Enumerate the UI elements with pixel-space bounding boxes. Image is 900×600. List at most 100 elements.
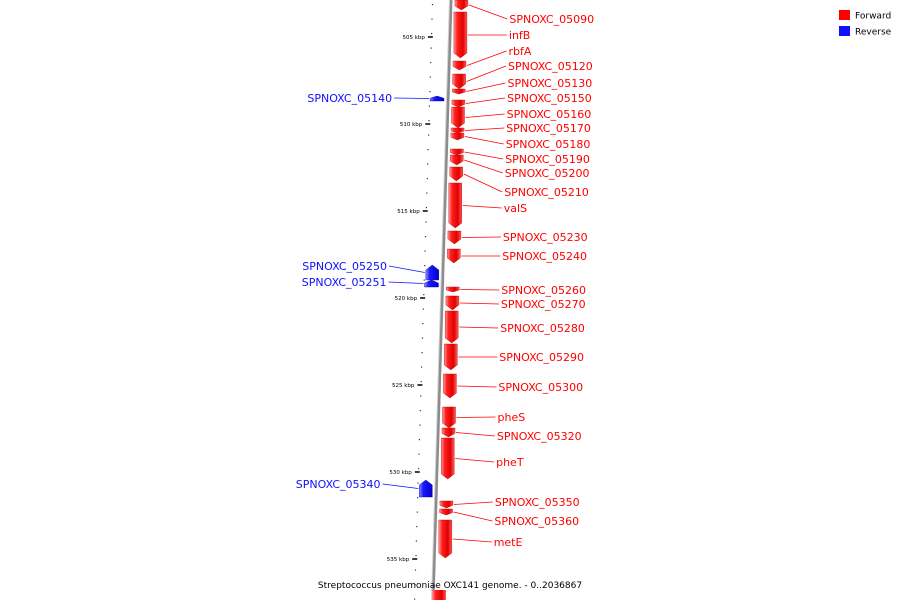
gene-phes-feature[interactable] [442, 406, 456, 429]
minor-tick [423, 294, 425, 296]
minor-tick [415, 555, 417, 557]
minor-tick [429, 91, 431, 93]
minor-tick [426, 178, 428, 180]
gene-infb-feature[interactable] [453, 11, 468, 59]
gene-spnoxc-05340-leader [382, 483, 419, 489]
gene-spnoxc-05300-feature[interactable] [443, 373, 457, 399]
minor-tick [421, 337, 424, 339]
gene-spnoxc-05090-label[interactable]: SPNOXC_05090 [509, 13, 594, 26]
minor-tick [421, 352, 423, 354]
gene-spnoxc-05120-leader [466, 65, 507, 82]
genome-backbone-highlight [431, 0, 450, 600]
tick-label: 525 kbp [392, 383, 415, 389]
gene-spnoxc-05260-leader [460, 289, 500, 291]
gene-spnoxc-05190-feature[interactable] [450, 148, 464, 156]
gene-spnoxc-05230-feature[interactable] [447, 230, 462, 245]
gene-phes-label[interactable]: pheS [498, 411, 526, 424]
gene-spnoxc-05160-feature[interactable] [451, 106, 465, 129]
gene-spnoxc-05200-feature[interactable] [450, 154, 464, 166]
gene-spnoxc-05280-feature[interactable] [445, 310, 459, 344]
gene-spnoxc-05270-label[interactable]: SPNOXC_05270 [501, 298, 586, 311]
gene-spnoxc-05140-feature[interactable] [429, 95, 445, 102]
gene-spnoxc-05230-leader [461, 236, 501, 238]
minor-tick [414, 569, 417, 571]
gene-infb-label[interactable]: infB [509, 29, 530, 42]
gene-spnoxc-05350-feature[interactable] [439, 500, 454, 509]
gene-rbfa-feature[interactable] [452, 60, 467, 71]
gene-spnoxc-05210-feature[interactable] [449, 166, 463, 182]
gene-spnoxc-05180-label[interactable]: SPNOXC_05180 [506, 138, 591, 151]
gene-spnoxc-05290-feature[interactable] [444, 343, 458, 371]
legend-reverse-label: Reverse [855, 28, 892, 38]
minor-tick [418, 439, 420, 441]
gene-spnoxc-05280-leader [459, 326, 499, 329]
gene-spnoxc-05300-label[interactable]: SPNOXC_05300 [498, 381, 583, 394]
gene-spnoxc-05170-label[interactable]: SPNOXC_05170 [506, 122, 591, 135]
gene-spnoxc-05130-feature[interactable] [452, 88, 466, 95]
gene-spnoxc-05251-feature[interactable] [424, 279, 439, 288]
label-leader-lines [382, 4, 508, 543]
gene-vals-label[interactable]: valS [504, 202, 527, 215]
gene-spnoxc-05270-feature[interactable] [445, 295, 460, 311]
gene-spnoxc-05240-label[interactable]: SPNOXC_05240 [502, 250, 587, 263]
gene-features [419, 0, 469, 600]
gene-spnoxc-05180-leader [464, 136, 504, 145]
gene-phet-feature[interactable] [441, 437, 455, 480]
gene-spnoxc-05250-label[interactable]: SPNOXC_05250 [302, 260, 387, 273]
gene-spnoxc-05120-feature[interactable] [452, 73, 466, 90]
gene-spnoxc-05340-label[interactable]: SPNOXC_05340 [296, 478, 381, 491]
gene-labels: SPNOXC_05090 infB rbfA SPNOXC_05120 SPNOXC_0… [296, 13, 594, 549]
gene-spnoxc-05350-label[interactable]: SPNOXC_05350 [495, 496, 580, 509]
gene-spnoxc-05230-label[interactable]: SPNOXC_05230 [503, 231, 588, 244]
gene-spnoxc-05280-label[interactable]: SPNOXC_05280 [500, 322, 585, 335]
gene-spnoxc-05290-label[interactable]: SPNOXC_05290 [499, 351, 584, 364]
gene-mete-feature[interactable] [438, 519, 452, 559]
gene-spnoxc-05210-label[interactable]: SPNOXC_05210 [504, 186, 589, 199]
gene-spnoxc-05320-feature[interactable] [441, 427, 456, 438]
gene-spnoxc-05160-label[interactable]: SPNOXC_05160 [507, 108, 592, 121]
gene-spnoxc-05180-feature[interactable] [450, 132, 465, 141]
gene-spnoxc-05350-leader [453, 501, 493, 505]
gene-spnoxc-05340-feature[interactable] [419, 479, 433, 498]
minor-tick [414, 584, 416, 586]
gene-phet-label[interactable]: pheT [496, 456, 524, 469]
gene-spnoxc-05120-label[interactable]: SPNOXC_05120 [508, 60, 593, 73]
gene-spnoxc-05240-feature[interactable] [447, 248, 461, 264]
gene-rbfa-label[interactable]: rbfA [509, 45, 532, 58]
minor-tick [417, 482, 419, 484]
gene-vals-feature[interactable] [448, 182, 462, 229]
minor-tick [425, 207, 427, 209]
gene-spnoxc-05200-label[interactable]: SPNOXC_05200 [505, 167, 590, 180]
gene-spnoxc-05270-leader [459, 302, 499, 305]
gene-rbfa-leader [466, 50, 507, 66]
minor-tick [431, 4, 434, 6]
minor-tick [424, 236, 427, 238]
tick-label: 535 kbp [387, 557, 410, 563]
tick-label: 530 kbp [389, 470, 412, 476]
gene-spnoxc-05251-leader [388, 281, 424, 284]
gene-spnoxc-05140-label[interactable]: SPNOXC_05140 [307, 92, 392, 105]
gene-spnoxc-05190-label[interactable]: SPNOXC_05190 [505, 153, 590, 166]
gene-spnoxc-05170-feature[interactable] [450, 127, 465, 134]
gene-spnoxc-05130-leader [466, 82, 506, 92]
gene-spnoxc-05360-leader [453, 511, 493, 522]
gene-spnoxc-05260-feature[interactable] [446, 286, 460, 293]
gene-spnoxc-05150-leader [465, 97, 506, 104]
gene-spnoxc-05130-label[interactable]: SPNOXC_05130 [508, 77, 593, 90]
gene-spnoxc-05150-feature[interactable] [451, 99, 466, 108]
gene-mete-leader [452, 538, 492, 543]
gene-spnoxc-05090-feature[interactable] [454, 0, 469, 11]
gene-spnoxc-05140-leader [394, 97, 430, 99]
gene-spnoxc-05360-label[interactable]: SPNOXC_05360 [494, 515, 579, 528]
gene-spnoxc-05260-label[interactable]: SPNOXC_05260 [501, 284, 586, 297]
gene-spnoxc-05150-label[interactable]: SPNOXC_05150 [507, 92, 592, 105]
gene-spnoxc-05320-label[interactable]: SPNOXC_05320 [497, 430, 582, 443]
minor-tick [424, 265, 426, 267]
legend-forward-label: Forward [855, 12, 891, 22]
gene-spnoxc-05360-feature[interactable] [439, 508, 453, 516]
gene-spnoxc-05250-feature[interactable] [425, 264, 439, 281]
minor-tick [421, 366, 423, 368]
gene-partial-feature[interactable] [432, 590, 446, 600]
gene-spnoxc-05251-label[interactable]: SPNOXC_05251 [302, 276, 387, 289]
gene-mete-label[interactable]: metE [494, 536, 523, 549]
